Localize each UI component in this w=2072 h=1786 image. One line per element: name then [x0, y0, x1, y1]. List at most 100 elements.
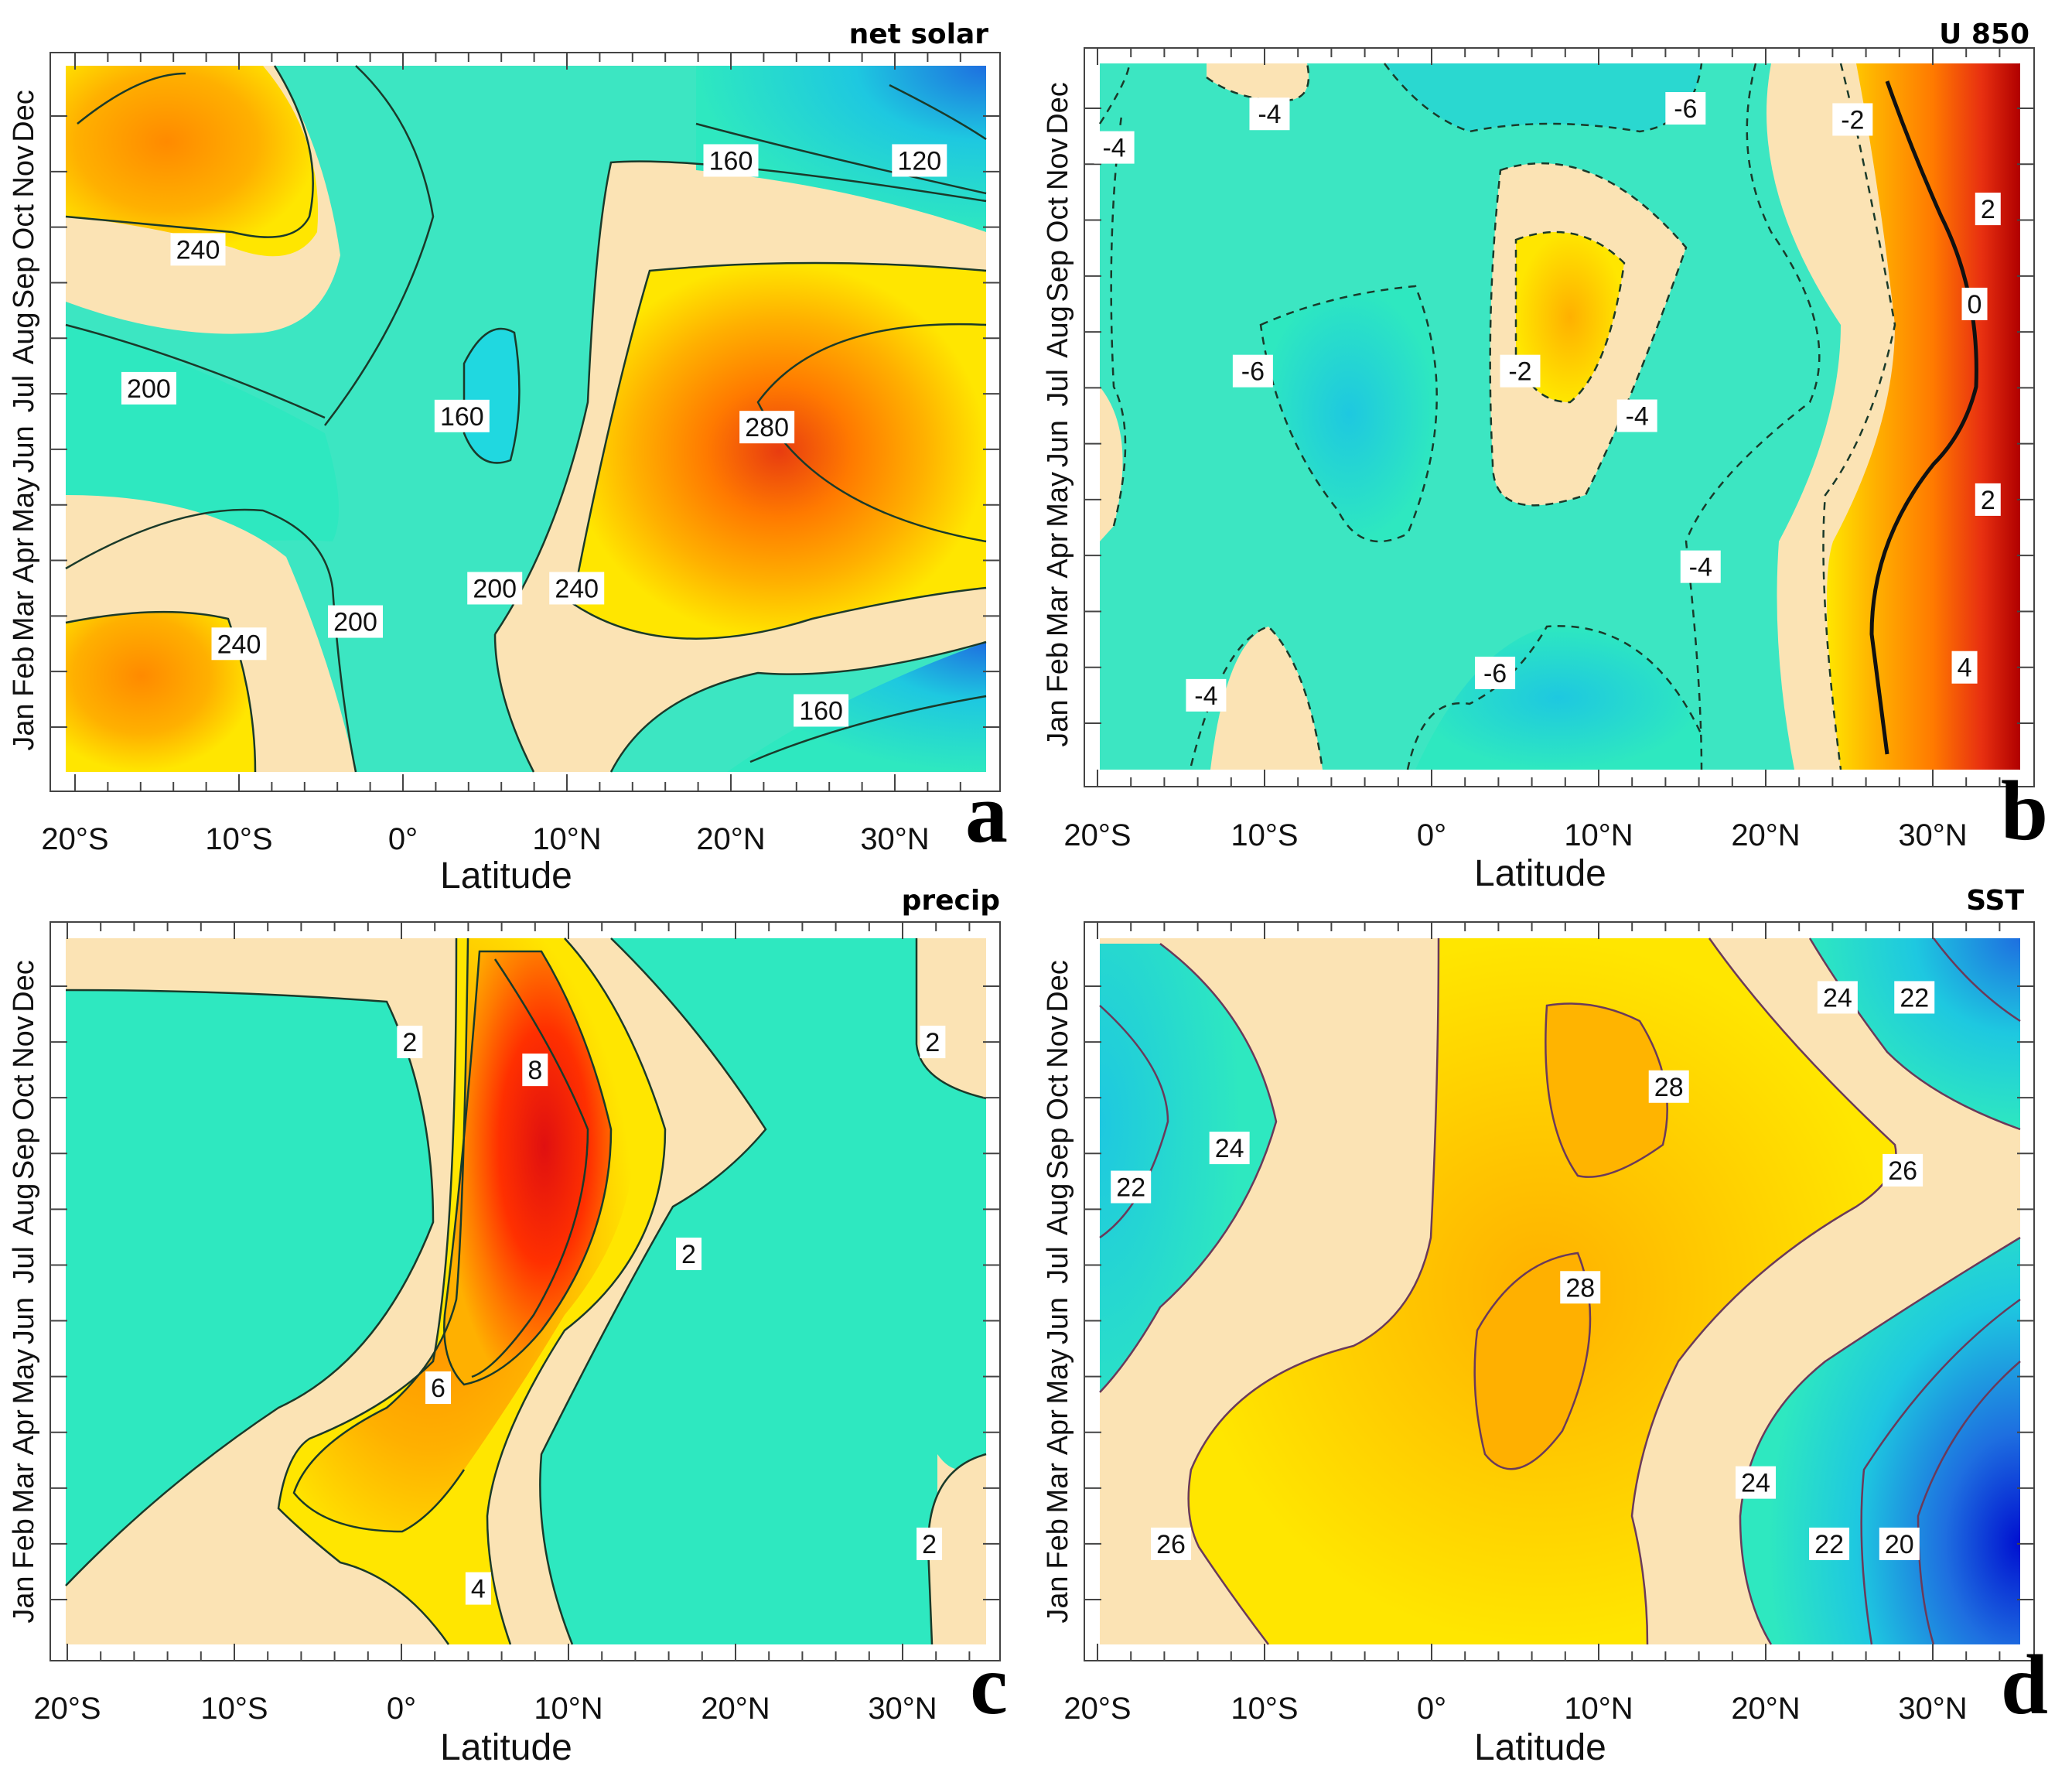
panel-b-axes: 20°S 10°S 0° 10°N 20°N 30°N Latitude Jan Feb Mar A… [1042, 19, 2048, 894]
y-tick-label: Mar [1042, 586, 1074, 637]
panel-title: U 850 [1939, 19, 2029, 50]
contour-label-text: 22 [1116, 1173, 1145, 1203]
y-tick-label: Jul [1042, 369, 1074, 407]
contour-label: -6 [1475, 656, 1516, 689]
contour-label-text: -4 [1689, 553, 1712, 582]
contour-label-box [522, 1054, 548, 1087]
y-tick-label: Jul [1042, 1246, 1074, 1284]
contour-label-box [121, 371, 176, 405]
contour-label-box [425, 1371, 452, 1405]
x-tick-label: 10°S [200, 1692, 268, 1726]
y-tick-label: Dec [8, 960, 40, 1013]
x-tick-label: 30°N [860, 822, 929, 856]
panel-c-contours [65, 937, 987, 1645]
contour-label: 2 [1975, 193, 2001, 226]
contour-label-box [1680, 550, 1721, 583]
contour-label-text: 2 [1981, 195, 1995, 224]
contour-label: 160 [703, 144, 759, 177]
y-tick-label: Feb [1042, 642, 1074, 692]
y-tick-label: Sep [8, 1127, 40, 1180]
contour-label: 22 [1111, 1170, 1152, 1204]
x-axis-label: Latitude [440, 1727, 572, 1768]
contour-label-text: 2 [1981, 486, 1995, 515]
x-tick-label: 20°N [1731, 1692, 1800, 1726]
contour-label: 160 [434, 399, 490, 432]
panel-b-heatmap [1100, 63, 2020, 770]
panel-a-contours [65, 65, 987, 773]
contour-label-box [211, 627, 267, 661]
contour-label: 240 [549, 572, 605, 605]
x-tick-label: 0° [388, 822, 418, 856]
contour-label: 4 [1951, 651, 1978, 684]
contour-label: 2 [920, 1026, 946, 1059]
contour-label-box [434, 399, 490, 432]
contour-label: 8 [522, 1054, 548, 1087]
contour-label-text: -4 [1626, 402, 1649, 432]
contour-label: 20 [1879, 1527, 1920, 1560]
contour-label-text: 6 [431, 1374, 445, 1403]
contour-label-text: 24 [1741, 1469, 1770, 1498]
x-tick-label: 10°N [534, 1692, 602, 1726]
contour-label-text: 20 [1885, 1530, 1914, 1559]
contour-label-box [1665, 92, 1706, 125]
contour-label-box [1883, 1153, 1924, 1187]
y-tick-label: Oct [8, 204, 40, 251]
y-tick-label: Sep [1042, 250, 1074, 302]
contour-label: 200 [121, 371, 176, 405]
contour-label-box [676, 1238, 702, 1271]
panel-b-contour-labels: -4 -4 -6 -2 2 0 -6 -2 -4 2 -4 -6 4 -4 [1094, 92, 2001, 712]
panel-b [1098, 63, 2020, 770]
contour-label-text: 8 [527, 1056, 542, 1085]
y-tick-label: Jan [1042, 1576, 1074, 1623]
contour-label-box [703, 144, 759, 177]
contour-label-text: 26 [1888, 1156, 1917, 1186]
contour-label-text: -2 [1508, 357, 1531, 387]
y-tick-label: Nov [1042, 1016, 1074, 1068]
contour-label: 200 [328, 605, 384, 638]
panel-title: SST [1966, 885, 2024, 917]
contour-label-text: 200 [127, 374, 171, 404]
contour-label-box [1475, 656, 1516, 689]
contour-label-box [328, 605, 384, 638]
y-tick-label: May [8, 477, 40, 533]
y-tick-label: Jun [8, 425, 40, 473]
contour-label: 28 [1560, 1271, 1601, 1304]
panel-frame [49, 52, 1001, 792]
contour-label: 120 [892, 144, 947, 177]
x-axis-label: Latitude [440, 855, 572, 896]
panel-a [65, 65, 987, 773]
y-tick-label: Jun [1042, 420, 1074, 467]
contour-label: -6 [1665, 92, 1706, 125]
contour-label-text: 200 [473, 574, 517, 603]
axes-layer: 20°S 10°S 0° 10°N 20°N 30°N Latitude Jan Feb Mar A… [8, 19, 2048, 1768]
y-tick-label: Dec [1042, 82, 1074, 135]
contour-label-text: -6 [1483, 659, 1507, 688]
contour-label: 28 [1648, 1070, 1689, 1103]
contour-label: 22 [1809, 1527, 1850, 1560]
y-tick-label: Jan [8, 703, 40, 750]
contour-label-text: 2 [922, 1530, 937, 1559]
contour-label-box [1648, 1070, 1689, 1103]
contour-label-text: 28 [1654, 1073, 1684, 1102]
contour-label-text: 24 [1215, 1134, 1244, 1163]
contour-label: 4 [465, 1572, 491, 1605]
y-tick-label: Mar [8, 1463, 40, 1514]
panel-c-axes: 20°S 10°S 0° 10°N 20°N 30°N Latitude Jan Feb Mar A… [8, 885, 1008, 1768]
contour-label: 240 [170, 233, 226, 266]
contour-label-box [1951, 651, 1978, 684]
contour-label: -4 [1680, 550, 1721, 583]
panel-a-contour-labels: 240 200 160 280 160 120 200 240 200 240 160 [121, 144, 947, 727]
panel-d-contour-labels: 24 22 28 24 26 22 28 24 22 20 26 [1111, 981, 1935, 1560]
contour-label-box [920, 1026, 946, 1059]
contour-label-box [794, 694, 849, 727]
contour-label-box [549, 572, 605, 605]
contour-label-text: 120 [897, 146, 941, 176]
y-tick-label: May [1042, 472, 1074, 528]
x-tick-label: 20°S [33, 1692, 101, 1726]
x-tick-label: 0° [387, 1692, 416, 1726]
contour-label: 0 [1961, 287, 1988, 320]
panel-c-contour-labels: 2 8 2 2 6 2 4 [397, 1026, 946, 1605]
contour-label-text: 160 [440, 402, 484, 432]
y-tick-label: Nov [8, 145, 40, 198]
